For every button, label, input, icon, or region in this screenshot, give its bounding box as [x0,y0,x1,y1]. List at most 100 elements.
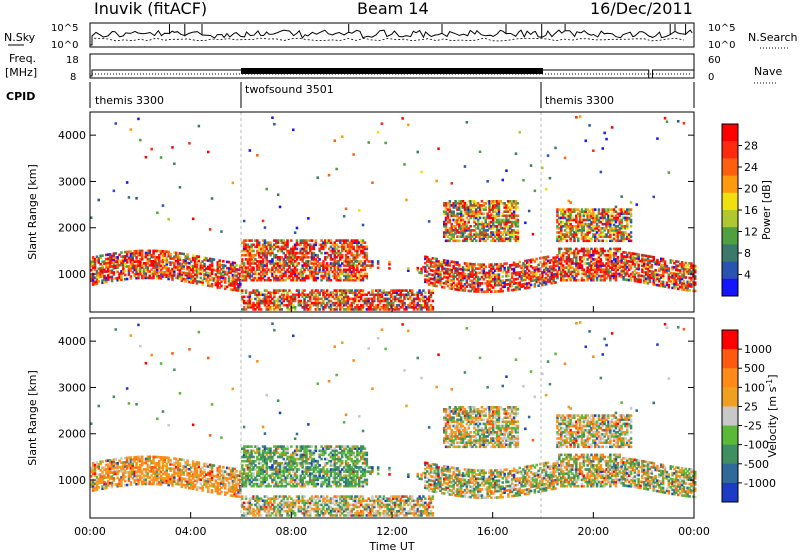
echo-cell [561,214,565,218]
echo-cell [609,266,612,269]
echo-cell [99,273,102,276]
echo-cell [263,239,267,242]
echo-cell [471,271,474,274]
echo-cell [103,278,106,282]
echo-cell [299,247,302,251]
echo-cell [305,247,308,251]
echo-cell [335,266,338,269]
echo-cell [620,233,623,236]
echo-cell [499,267,503,270]
echo-cell [661,270,665,273]
echo-cell [420,297,423,301]
echo-cell [93,262,97,265]
echo-cell [329,295,333,299]
echo-cell [505,208,508,211]
echo-cell [346,306,350,309]
echo-cell [309,297,312,301]
echo-cell [284,256,287,259]
echo-cell [459,276,463,279]
echo-cell [265,258,268,261]
echo-cell [422,299,425,303]
echo-cell [350,239,353,242]
echo-cell [599,235,603,238]
echo-cell [501,264,504,268]
echo-cell [409,306,412,309]
echo-cell [590,253,593,257]
echo-cell [242,241,246,244]
echo-cell [312,247,316,251]
echo-cell [361,278,365,282]
echo-cell [493,273,497,277]
echo-cell [482,278,486,281]
echo-cell [233,284,236,288]
echo-cell [603,131,606,135]
echo-cell [410,299,414,303]
echo-cell [482,204,486,207]
echo-cell [301,260,304,263]
echo-cell [558,272,561,276]
echo-cell [475,273,478,277]
echo-cell [150,272,153,276]
echo-cell [259,274,263,278]
echo-cell [458,204,461,207]
echo-cell [420,271,423,275]
echo-cell [286,243,289,247]
echo-cell [518,285,521,289]
echo-cell [231,273,235,277]
echo-cell [359,295,363,299]
echo-cell [541,283,544,287]
echo-cell [573,272,576,276]
echo-cell [450,204,453,207]
echo-cell [358,306,361,309]
echo-cell [439,279,442,282]
echo-cell [677,277,680,280]
echo-cell [197,267,201,271]
echo-cell [346,245,350,249]
echo-cell [356,276,359,280]
echo-cell [563,251,567,255]
echo-cell [544,255,548,259]
echo-cell [590,266,593,269]
echo-cell [203,277,206,280]
echo-cell [454,267,457,270]
echo-cell [499,200,503,203]
echo-cell [344,308,348,311]
echo-cell [601,262,604,265]
echo-cell [233,282,236,286]
echo-cell [510,204,514,207]
echo-cell [93,264,97,267]
echo-cell [444,229,448,232]
echo-cell [414,297,418,301]
echo-cell [541,281,544,285]
echo-cell [207,271,210,275]
echo-cell [610,266,614,269]
echo-cell [488,282,491,285]
echo-cell [418,291,421,294]
echo-cell [578,214,582,218]
echo-cell [325,278,329,282]
echo-cell [605,268,608,272]
echo-cell [546,255,550,259]
echo-cell [127,273,131,276]
echo-cell [454,202,457,205]
echo-cell [514,282,518,285]
echo-cell [397,293,401,297]
echo-cell [320,274,323,278]
echo-cell [256,243,259,247]
echo-cell [473,235,476,238]
echo-cell [108,271,112,275]
echo-cell [592,218,595,222]
echo-cell [448,287,452,290]
echo-cell [118,278,121,282]
echo-cell [607,216,610,220]
echo-cell [539,277,542,281]
echo-cell [580,233,584,236]
echo-cell [609,262,612,265]
echo-cell [218,271,221,275]
echo-cell [631,271,635,274]
echo-cell [329,291,333,294]
echo-cell [624,216,627,220]
echo-cell [648,276,652,279]
echo-cell [276,306,280,309]
echo-cell [118,259,121,263]
